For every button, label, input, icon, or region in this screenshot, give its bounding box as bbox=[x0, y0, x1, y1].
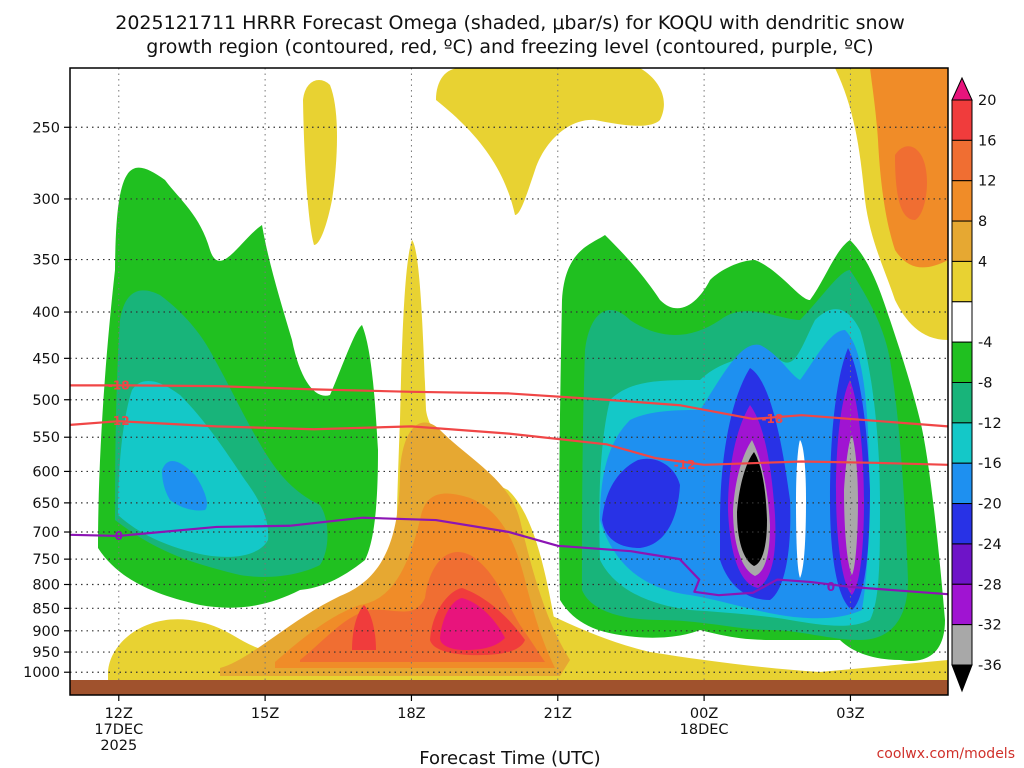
plot-frame bbox=[69, 67, 949, 696]
neutral-gap bbox=[796, 440, 806, 578]
colorbar-label-10: -24 bbox=[978, 537, 1002, 553]
y-tick-label-850: 850 bbox=[32, 601, 60, 617]
colorbar-swatch-9 bbox=[951, 422, 973, 464]
colorbar-swatch-1 bbox=[951, 99, 973, 141]
x-tick-label-24-1: 18DEC bbox=[680, 722, 729, 738]
x-tick-label-21-0: 21Z bbox=[544, 706, 572, 722]
colorbar-swatch-11 bbox=[951, 503, 973, 545]
y-tick-label-600: 600 bbox=[32, 464, 60, 480]
rising-max bbox=[737, 452, 767, 566]
x-tick-label-24-0: 00Z bbox=[690, 706, 718, 722]
colorbar-swatch-8 bbox=[951, 382, 973, 424]
contour-label-0-0: 0 bbox=[115, 529, 123, 543]
title-line-1: 2025121711 HRRR Forecast Omega (shaded, … bbox=[115, 12, 904, 34]
contour-label-m18-0: -18 bbox=[108, 378, 130, 392]
x-tick-label-12-1: 17DEC bbox=[94, 722, 143, 738]
colorbar: 20 16 12 8 4 -4 -8 -12 -16 -20 -24 -28 -32 -36 bbox=[951, 76, 1002, 693]
colorbar-top-arrow bbox=[951, 76, 973, 101]
colorbar-label-0: 20 bbox=[978, 93, 996, 109]
colorbar-label-11: -28 bbox=[978, 577, 1002, 593]
colorbar-swatch-13 bbox=[951, 583, 973, 626]
contour-lines: -18 -18 -12 -12 0 0 bbox=[69, 378, 949, 597]
y-tick-label-250: 250 bbox=[32, 120, 60, 136]
y-tick-label-350: 350 bbox=[32, 253, 60, 269]
x-tick-label-27-0: 03Z bbox=[836, 706, 864, 722]
colorbar-bottom-arrow bbox=[951, 664, 973, 693]
y-tick-label-950: 950 bbox=[32, 645, 60, 661]
colorbar-label-1: 16 bbox=[978, 133, 996, 149]
plot-area: -18 -18 -12 -12 0 0 bbox=[69, 67, 949, 696]
x-tick-label-12-0: 12Z bbox=[105, 706, 133, 722]
colorbar-label-7: -12 bbox=[978, 416, 1002, 432]
colorbar-label-5: -4 bbox=[978, 335, 992, 351]
colorbar-label-6: -8 bbox=[978, 376, 992, 392]
colorbar-swatch-5 bbox=[951, 260, 973, 303]
sinking-max bbox=[440, 598, 505, 650]
colorbar-label-3: 8 bbox=[978, 214, 987, 230]
y-tick-label-800: 800 bbox=[32, 578, 60, 594]
y-tick-label-900: 900 bbox=[32, 624, 60, 640]
contour-label-m12-0: -12 bbox=[108, 414, 130, 428]
title-line-2: growth region (contoured, red, ºC) and f… bbox=[146, 36, 873, 58]
ground-surface bbox=[70, 680, 948, 695]
colorbar-swatch-2 bbox=[951, 139, 973, 182]
contour-label-0-1: 0 bbox=[827, 580, 835, 594]
contour-0-line bbox=[69, 516, 949, 597]
colorbar-label-9: -20 bbox=[978, 497, 1002, 513]
colorbar-swatch-4 bbox=[951, 220, 973, 262]
colorbar-swatch-6 bbox=[951, 301, 973, 343]
colorbar-label-12: -32 bbox=[978, 618, 1002, 634]
y-tick-label-400: 400 bbox=[32, 305, 60, 321]
rising-left-12 bbox=[118, 380, 269, 557]
y-tick-label-1000: 1000 bbox=[23, 665, 60, 681]
y-tick-label-550: 550 bbox=[32, 430, 60, 446]
omega-shading bbox=[98, 68, 948, 680]
sinking-upper-right-12 bbox=[895, 146, 927, 220]
contour-label-m12-1: -12 bbox=[674, 458, 696, 472]
y-tick-label-650: 650 bbox=[32, 496, 60, 512]
contour-label-m18-1: -18 bbox=[762, 412, 784, 426]
colorbar-swatch-14 bbox=[951, 624, 973, 666]
y-tick-label-300: 300 bbox=[32, 192, 60, 208]
rising-left-16 bbox=[162, 460, 207, 511]
colorbar-swatch-10 bbox=[951, 462, 973, 505]
grid-lines bbox=[70, 68, 948, 680]
x-tick-label-15-0: 15Z bbox=[251, 706, 279, 722]
x-axis-title: Forecast Time (UTC) bbox=[419, 748, 600, 768]
sinking-upper-center bbox=[436, 68, 664, 215]
y-tick-label-500: 500 bbox=[32, 393, 60, 409]
x-tick-label-12-2: 2025 bbox=[100, 738, 137, 754]
colorbar-label-8: -16 bbox=[978, 456, 1002, 472]
colorbar-label-2: 12 bbox=[978, 174, 996, 190]
contour-m12-line bbox=[69, 420, 949, 466]
colorbar-label-4: 4 bbox=[978, 254, 987, 270]
y-tick-label-700: 700 bbox=[32, 525, 60, 541]
credit-link[interactable]: coolwx.com/models bbox=[877, 746, 1015, 762]
x-tick-label-18-0: 18Z bbox=[397, 706, 425, 722]
y-tick-label-450: 450 bbox=[32, 351, 60, 367]
colorbar-swatch-7 bbox=[951, 341, 973, 383]
y-axis: 250 300 350 400 450 500 550 600 650 700 750 800 850 9… bbox=[23, 120, 70, 681]
colorbar-label-13: -36 bbox=[978, 658, 1002, 674]
y-tick-label-750: 750 bbox=[32, 552, 60, 568]
colorbar-swatch-12 bbox=[951, 543, 973, 585]
sinking-upper-left bbox=[303, 80, 337, 245]
colorbar-swatch-3 bbox=[951, 180, 973, 222]
contour-m18-line bbox=[70, 384, 949, 428]
